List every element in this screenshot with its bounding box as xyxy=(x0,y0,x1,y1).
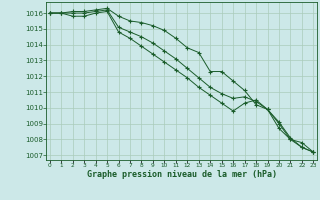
X-axis label: Graphe pression niveau de la mer (hPa): Graphe pression niveau de la mer (hPa) xyxy=(87,170,276,179)
